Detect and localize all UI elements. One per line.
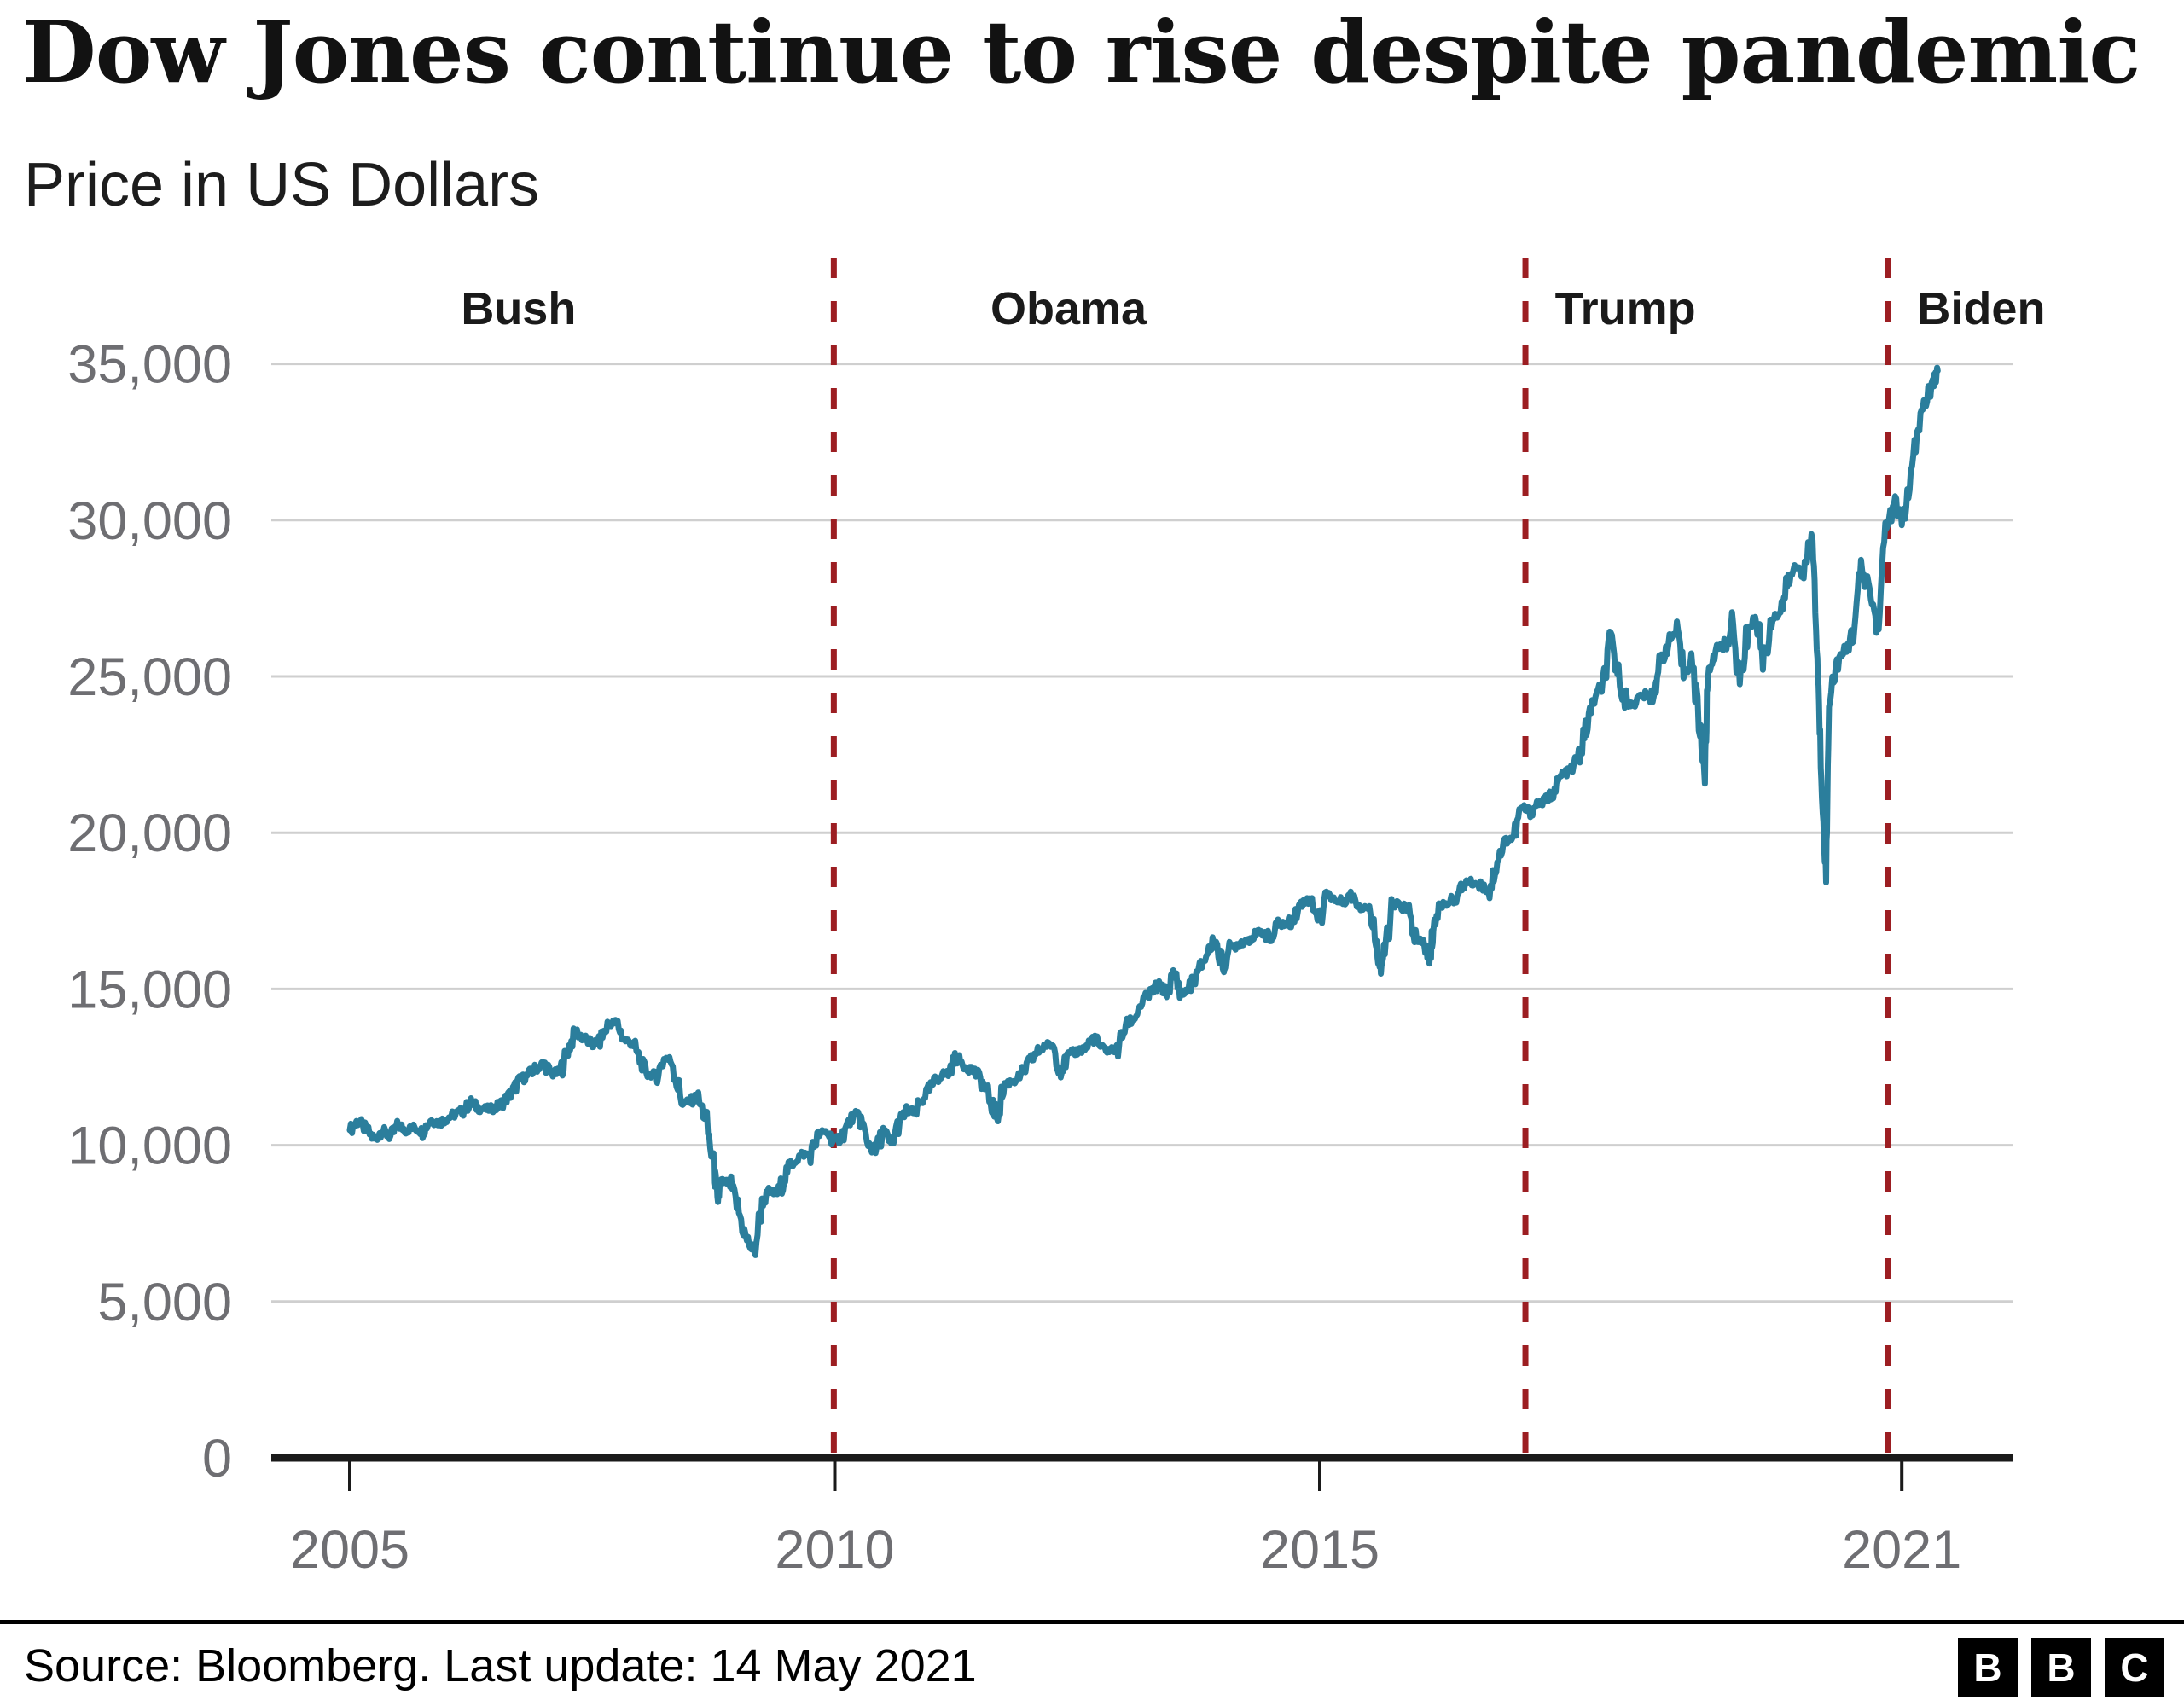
x-axis-tick-label: 2005 bbox=[290, 1520, 410, 1580]
y-axis-tick-label: 30,000 bbox=[67, 491, 232, 551]
president-label-obama: Obama bbox=[990, 283, 1147, 334]
x-axis-tick-label: 2021 bbox=[1842, 1520, 1961, 1580]
y-axis-tick-label: 10,000 bbox=[67, 1117, 232, 1176]
president-label-biden: Biden bbox=[1917, 283, 2045, 334]
bbc-logo-letter: B bbox=[2031, 1638, 2091, 1697]
chart-subtitle: Price in US Dollars bbox=[24, 151, 540, 219]
president-label-bush: Bush bbox=[461, 283, 576, 334]
source-note: Source: Bloomberg. Last update: 14 May 2… bbox=[24, 1640, 977, 1691]
y-axis-tick-label: 35,000 bbox=[67, 335, 232, 395]
y-axis-tick-label: 15,000 bbox=[67, 960, 232, 1019]
footer-divider bbox=[0, 1620, 2184, 1624]
bbc-logo: B B C bbox=[1958, 1638, 2164, 1697]
y-axis-tick-label: 5,000 bbox=[97, 1273, 232, 1332]
y-axis-tick-label: 25,000 bbox=[67, 647, 232, 707]
dow-jones-price-line bbox=[346, 364, 1941, 1258]
chart-title: Dow Jones continue to rise despite pande… bbox=[22, 2, 2140, 102]
bbc-logo-letter: C bbox=[2105, 1638, 2164, 1697]
y-axis-tick-label: 20,000 bbox=[67, 804, 232, 863]
y-axis-tick-label: 0 bbox=[202, 1429, 232, 1488]
bbc-logo-letter: B bbox=[1958, 1638, 2018, 1697]
president-label-trump: Trump bbox=[1555, 283, 1696, 334]
x-axis-tick-label: 2010 bbox=[775, 1520, 894, 1580]
x-axis-tick-label: 2015 bbox=[1260, 1520, 1380, 1580]
